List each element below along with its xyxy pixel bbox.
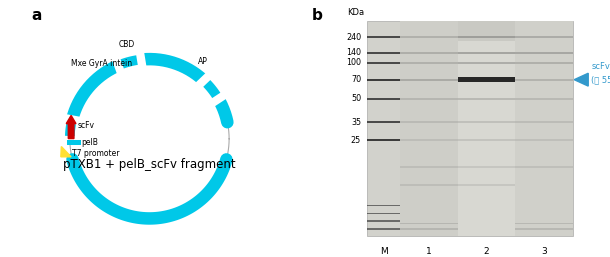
Bar: [367, 205, 400, 206]
Text: 35: 35: [351, 117, 361, 127]
Text: scFv-intein
(약 55KDa): scFv-intein (약 55KDa): [591, 62, 610, 84]
Bar: [400, 52, 458, 54]
Text: 240: 240: [346, 33, 361, 42]
Text: 140: 140: [346, 48, 361, 57]
Text: Mxe GyrA intein: Mxe GyrA intein: [71, 59, 132, 68]
Bar: [515, 98, 573, 100]
Text: T7 promoter: T7 promoter: [72, 149, 120, 158]
Bar: [515, 62, 573, 64]
Bar: [458, 184, 515, 186]
Bar: [400, 79, 458, 81]
Bar: [515, 51, 573, 54]
Text: pelB: pelB: [81, 138, 98, 147]
Bar: [67, 140, 81, 145]
Bar: [367, 220, 400, 222]
Text: pTXB1 + pelB_scFv fragment: pTXB1 + pelB_scFv fragment: [63, 158, 235, 171]
Bar: [515, 79, 573, 81]
Text: 70: 70: [351, 75, 361, 84]
Bar: [367, 213, 400, 214]
Bar: [458, 51, 515, 54]
Bar: [367, 36, 400, 38]
Polygon shape: [61, 146, 71, 157]
Bar: [515, 36, 573, 38]
Text: 25: 25: [351, 135, 361, 145]
Bar: [367, 79, 400, 81]
Bar: [458, 77, 515, 82]
Bar: [515, 121, 573, 123]
Polygon shape: [574, 73, 588, 86]
Bar: [367, 98, 400, 100]
Bar: [367, 21, 573, 236]
Bar: [400, 228, 458, 230]
Bar: [400, 139, 458, 141]
Text: 100: 100: [346, 58, 361, 68]
Bar: [367, 228, 400, 230]
Bar: [458, 36, 515, 38]
Text: M: M: [380, 247, 387, 256]
Text: KDa: KDa: [347, 8, 364, 17]
Bar: [458, 62, 515, 64]
Bar: [367, 52, 400, 53]
Bar: [400, 36, 458, 38]
Bar: [515, 228, 573, 230]
Bar: [367, 62, 400, 64]
Bar: [458, 166, 515, 168]
Bar: [458, 121, 515, 123]
Bar: [367, 139, 400, 141]
Bar: [515, 139, 573, 141]
Text: 1: 1: [426, 247, 432, 256]
FancyArrow shape: [66, 115, 76, 139]
Bar: [400, 223, 458, 224]
Bar: [515, 21, 573, 236]
Bar: [458, 21, 515, 236]
Bar: [400, 21, 458, 236]
Bar: [400, 166, 458, 168]
Bar: [400, 62, 458, 64]
Text: a: a: [31, 8, 41, 23]
Bar: [400, 184, 458, 186]
Bar: [458, 139, 515, 141]
Bar: [367, 121, 400, 123]
Text: CBD: CBD: [119, 40, 135, 49]
Text: b: b: [311, 8, 322, 23]
Bar: [458, 98, 515, 100]
Text: AP: AP: [198, 57, 208, 67]
Bar: [400, 121, 458, 123]
Text: 2: 2: [484, 247, 489, 256]
Text: scFv: scFv: [77, 121, 95, 130]
Bar: [458, 21, 515, 41]
Text: 3: 3: [541, 247, 547, 256]
Text: 50: 50: [351, 94, 361, 104]
Bar: [515, 166, 573, 168]
Bar: [515, 223, 573, 224]
Bar: [400, 98, 458, 100]
